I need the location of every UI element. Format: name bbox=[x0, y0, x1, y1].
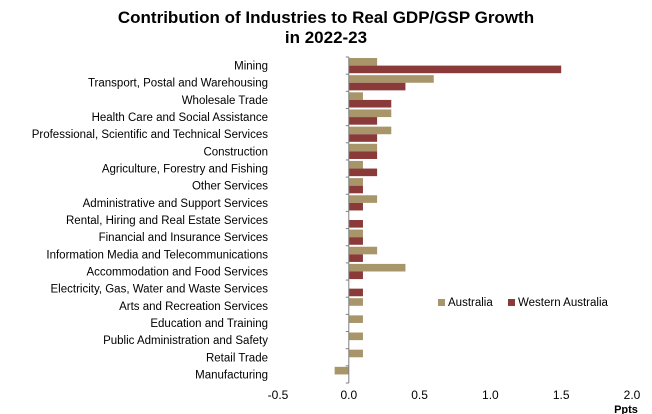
bar-australia bbox=[348, 160, 363, 169]
category-label: Mining bbox=[234, 61, 268, 73]
legend-swatch-australia bbox=[438, 299, 445, 306]
category-label: Professional, Scientific and Technical S… bbox=[32, 129, 269, 141]
bar-western-australia bbox=[348, 271, 363, 280]
bar-western-australia bbox=[348, 288, 363, 297]
category-label: Agriculture, Forestry and Fishing bbox=[102, 164, 268, 176]
bar-western-australia bbox=[348, 202, 363, 211]
bar-western-australia bbox=[348, 65, 562, 74]
category-label: Education and Training bbox=[150, 318, 268, 330]
bar-australia bbox=[334, 366, 349, 375]
category-label: Wholesale Trade bbox=[182, 95, 268, 107]
bar-australia bbox=[348, 126, 392, 135]
x-tick-label: 0.5 bbox=[411, 388, 428, 402]
x-unit-label: Ppts bbox=[614, 404, 638, 414]
bar-australia bbox=[348, 332, 363, 341]
bar-australia bbox=[348, 75, 434, 83]
bar-western-australia bbox=[348, 117, 378, 125]
x-tick-label: 0.0 bbox=[340, 388, 357, 402]
category-label: Rental, Hiring and Real Estate Services bbox=[66, 215, 268, 227]
bar-australia bbox=[348, 349, 363, 358]
chart-title-line-2: in 2022-23 bbox=[284, 28, 368, 47]
category-label: Transport, Postal and Warehousing bbox=[88, 78, 268, 90]
bar-australia bbox=[348, 229, 363, 238]
x-tick-label: 1.0 bbox=[482, 388, 499, 402]
bar-australia bbox=[348, 178, 363, 186]
bar-australia bbox=[348, 263, 406, 272]
x-tick-label: 1.5 bbox=[553, 388, 570, 402]
category-label: Public Administration and Safety bbox=[103, 335, 268, 347]
x-tick-label: -0.5 bbox=[268, 388, 289, 402]
bar-western-australia bbox=[348, 99, 392, 108]
category-label: Electricity, Gas, Water and Waste Servic… bbox=[51, 284, 269, 296]
bar-australia bbox=[348, 315, 363, 323]
bar-australia bbox=[348, 195, 378, 203]
bar-australia bbox=[348, 298, 363, 306]
bar-western-australia bbox=[348, 168, 378, 177]
bar-western-australia bbox=[348, 237, 363, 245]
x-tick-label: 2.0 bbox=[624, 388, 641, 402]
chart-title-line-1: Contribution of Industries to Real GDP/G… bbox=[117, 8, 535, 27]
legend-label-western-australia: Western Australia bbox=[518, 297, 609, 309]
bar-australia bbox=[348, 246, 378, 255]
legend-swatch-western-australia bbox=[508, 299, 515, 306]
legend-label-australia: Australia bbox=[448, 297, 493, 309]
bar-western-australia bbox=[348, 254, 363, 262]
category-label: Accommodation and Food Services bbox=[86, 266, 268, 278]
category-label: Retail Trade bbox=[206, 352, 268, 364]
bar-western-australia bbox=[348, 151, 378, 159]
bar-western-australia bbox=[348, 185, 363, 194]
category-label: Information Media and Telecommunications bbox=[46, 249, 268, 261]
category-label: Administrative and Support Services bbox=[83, 198, 269, 210]
category-label: Manufacturing bbox=[195, 369, 268, 381]
bar-australia bbox=[348, 143, 378, 152]
category-label: Health Care and Social Assistance bbox=[92, 112, 268, 124]
bar-western-australia bbox=[348, 82, 406, 91]
bar-australia bbox=[348, 58, 378, 66]
bar-australia bbox=[348, 92, 363, 100]
category-label: Construction bbox=[203, 146, 268, 158]
bar-australia bbox=[348, 109, 392, 118]
bar-western-australia bbox=[348, 220, 363, 228]
category-label: Arts and Recreation Services bbox=[119, 301, 268, 313]
bar-western-australia bbox=[348, 134, 378, 142]
category-label: Financial and Insurance Services bbox=[99, 232, 269, 244]
category-label: Other Services bbox=[192, 181, 268, 193]
